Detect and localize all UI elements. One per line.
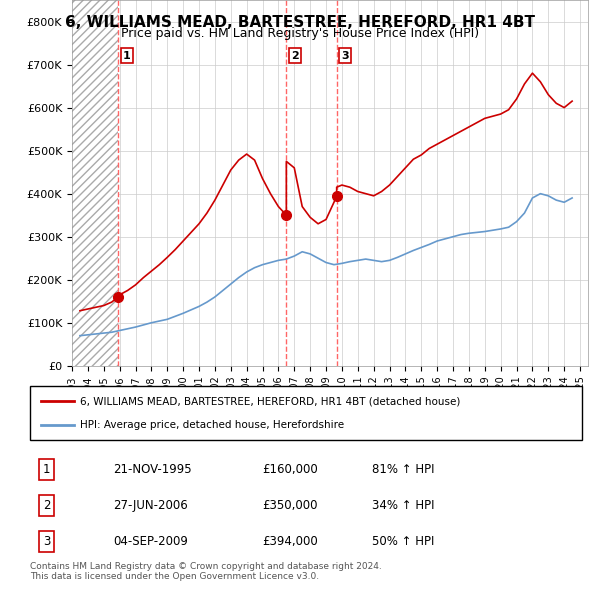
Text: 2: 2 [291,51,299,61]
Text: 50% ↑ HPI: 50% ↑ HPI [372,535,434,548]
Point [71,421,78,428]
Text: £394,000: £394,000 [262,535,317,548]
Text: 6, WILLIAMS MEAD, BARTESTREE, HEREFORD, HR1 4BT (detached house): 6, WILLIAMS MEAD, BARTESTREE, HEREFORD, … [80,396,460,407]
Text: 2: 2 [43,499,50,512]
Text: HPI: Average price, detached house, Herefordshire: HPI: Average price, detached house, Here… [80,419,344,430]
Text: 27-JUN-2006: 27-JUN-2006 [113,499,188,512]
Text: Price paid vs. HM Land Registry's House Price Index (HPI): Price paid vs. HM Land Registry's House … [121,27,479,40]
Text: 1: 1 [123,51,131,61]
Text: 81% ↑ HPI: 81% ↑ HPI [372,463,435,476]
Bar [72,0,118,366]
FancyBboxPatch shape [30,386,582,440]
Text: Contains HM Land Registry data © Crown copyright and database right 2024.
This d: Contains HM Land Registry data © Crown c… [30,562,382,581]
Point [37,398,44,405]
Text: 21-NOV-1995: 21-NOV-1995 [113,463,191,476]
Text: 6, WILLIAMS MEAD, BARTESTREE, HEREFORD, HR1 4BT: 6, WILLIAMS MEAD, BARTESTREE, HEREFORD, … [65,15,535,30]
Text: 34% ↑ HPI: 34% ↑ HPI [372,499,435,512]
Text: 3: 3 [43,535,50,548]
Text: 04-SEP-2009: 04-SEP-2009 [113,535,188,548]
Text: 3: 3 [341,51,349,61]
Point [37,421,44,428]
Point [71,398,78,405]
Text: 1: 1 [43,463,50,476]
Text: £350,000: £350,000 [262,499,317,512]
Text: £160,000: £160,000 [262,463,317,476]
